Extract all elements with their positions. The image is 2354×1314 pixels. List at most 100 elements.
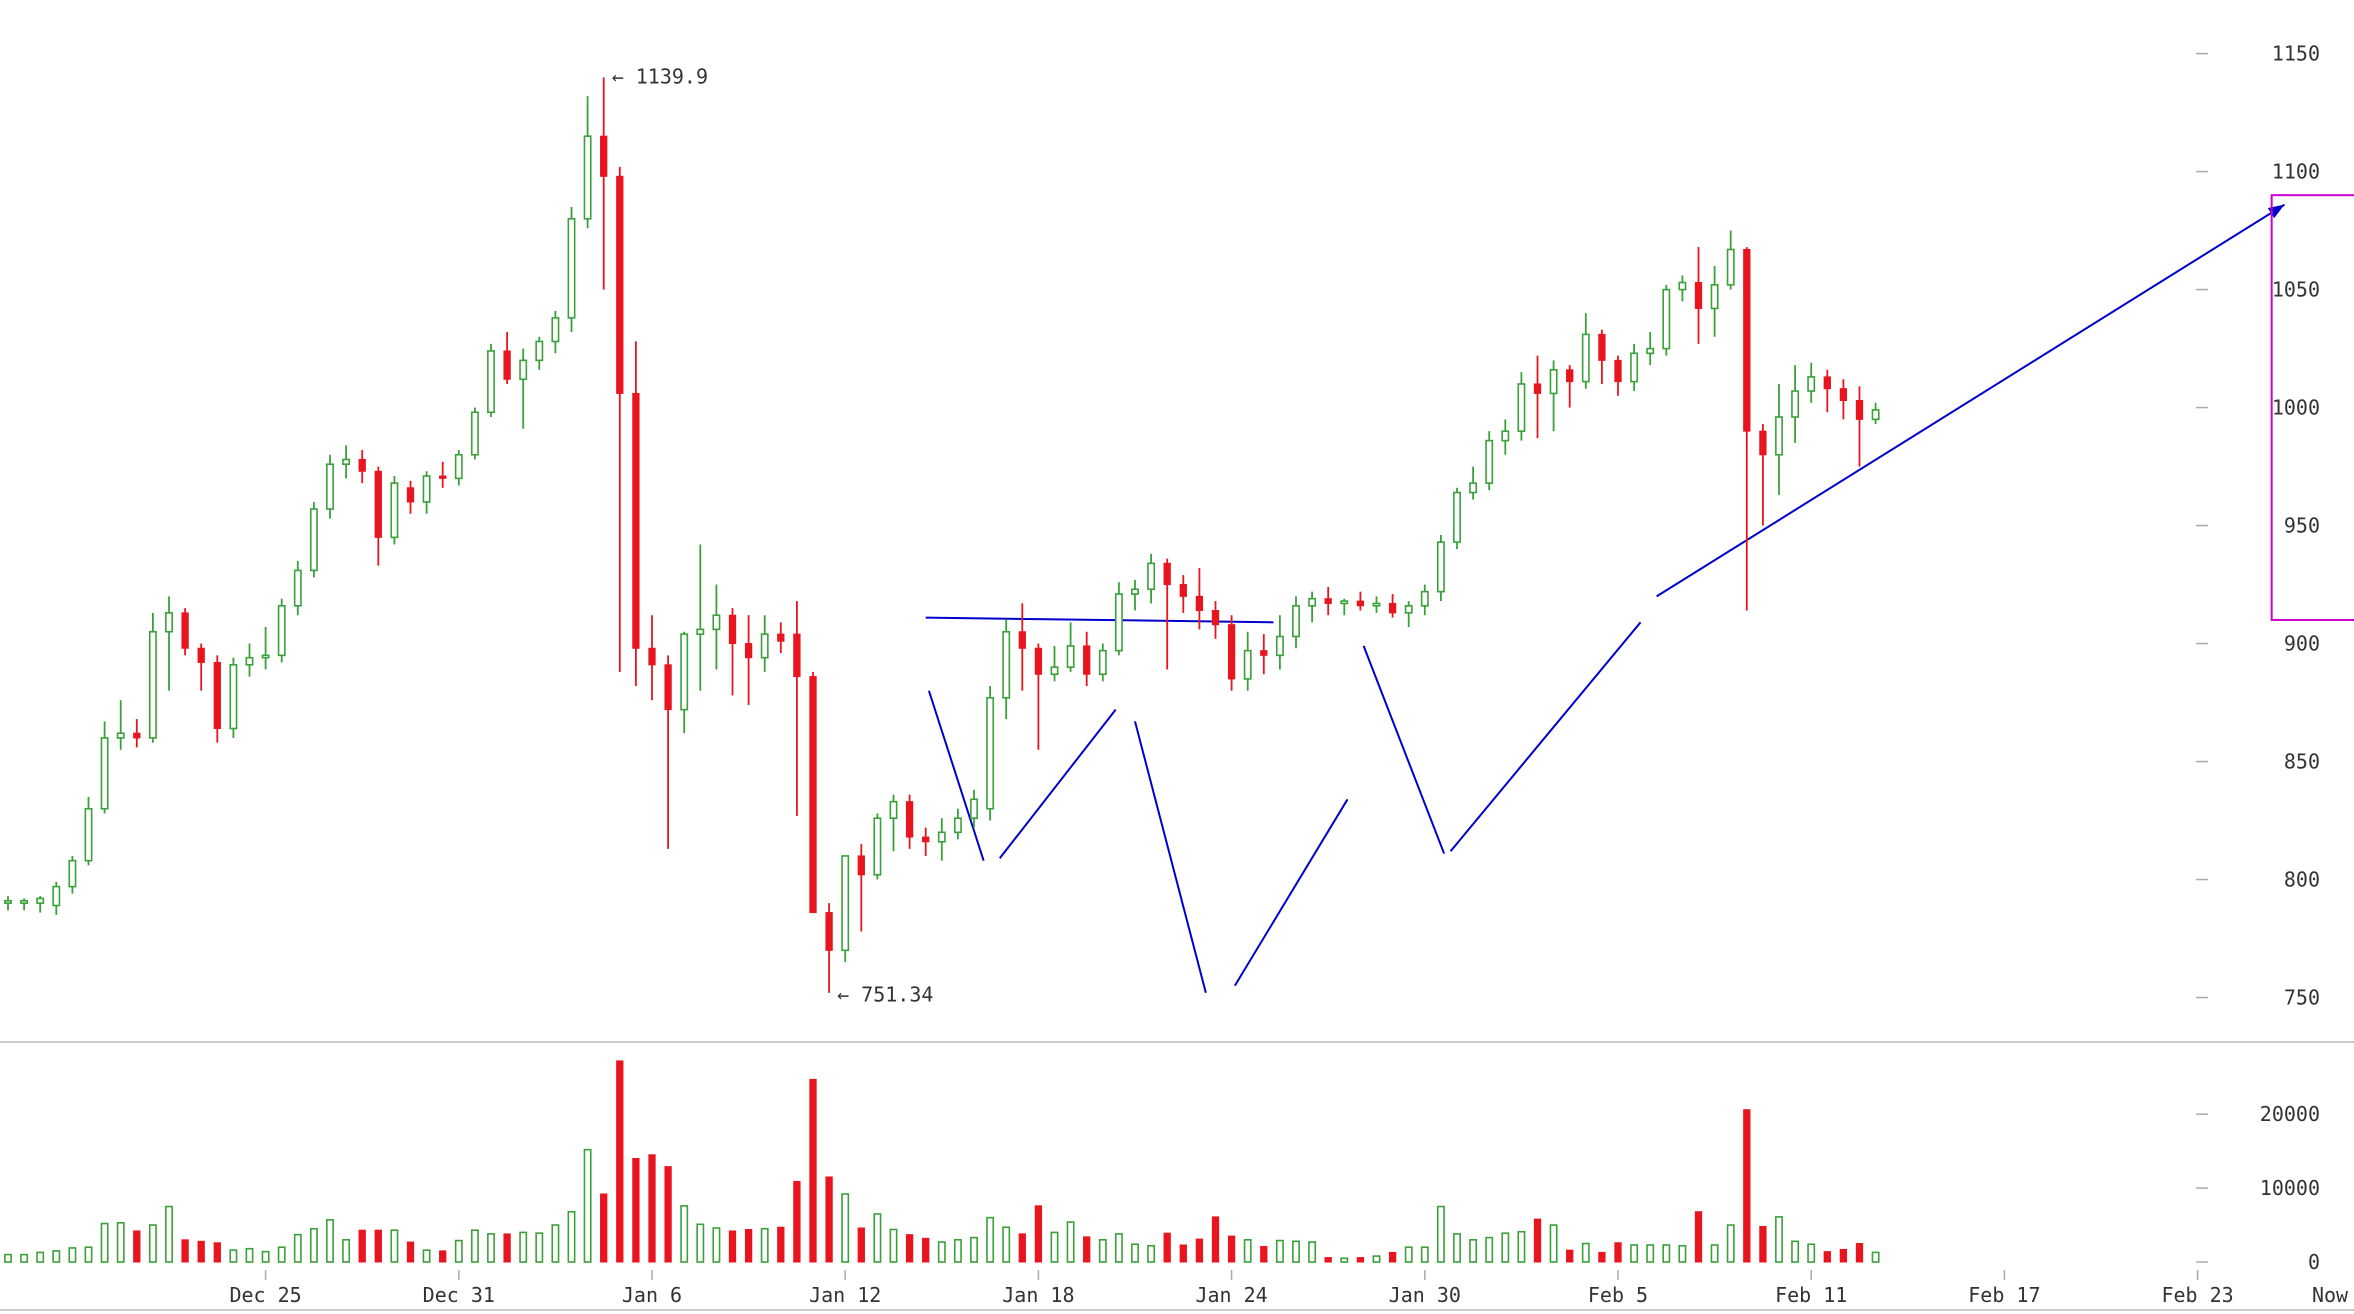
candle-body xyxy=(970,798,978,819)
volume-bar xyxy=(744,1228,753,1263)
candle xyxy=(1227,615,1236,691)
volume-bar xyxy=(632,1158,640,1263)
candle xyxy=(1871,402,1880,425)
volume-bar xyxy=(1469,1239,1478,1263)
candle xyxy=(503,332,511,384)
volume-bar xyxy=(680,1205,689,1263)
candle-body xyxy=(728,614,737,645)
candle-body xyxy=(197,647,205,663)
candle xyxy=(197,643,205,691)
candle-body xyxy=(470,411,479,456)
candle xyxy=(712,584,721,670)
volume-bar xyxy=(36,1251,45,1263)
candle-body xyxy=(36,897,45,904)
trend-arrow-line xyxy=(1656,203,2286,598)
candle xyxy=(68,855,77,894)
candle xyxy=(374,466,382,566)
candle-body xyxy=(439,475,447,479)
volume-bar xyxy=(4,1253,12,1263)
candle-body xyxy=(68,859,77,888)
candle xyxy=(277,598,286,663)
candle xyxy=(793,601,801,816)
candle xyxy=(567,206,576,333)
time-tick-label: Now xyxy=(2312,1283,2349,1307)
price-tick-label: 1000 xyxy=(2272,396,2320,420)
volume-bar xyxy=(1566,1249,1574,1263)
volume-bar xyxy=(261,1250,270,1263)
candle xyxy=(1356,591,1365,611)
candle xyxy=(1340,598,1349,616)
candle-body xyxy=(1871,409,1880,421)
volume-bar xyxy=(1292,1240,1300,1263)
candle xyxy=(1324,586,1332,616)
volume-bar xyxy=(1743,1109,1751,1263)
candle xyxy=(326,454,334,519)
volume-bar xyxy=(1759,1226,1767,1263)
candle-body xyxy=(953,817,962,834)
volume-bar xyxy=(1726,1224,1735,1263)
candle xyxy=(20,898,29,911)
time-tick-label: Jan 18 xyxy=(1002,1283,1074,1307)
volume-bar xyxy=(1308,1241,1317,1263)
volume-bar xyxy=(519,1231,528,1263)
candle-body xyxy=(454,453,463,480)
volume-bar xyxy=(793,1180,801,1263)
candle xyxy=(760,615,769,672)
volume-bar xyxy=(229,1249,238,1263)
candle xyxy=(1388,593,1397,618)
candle xyxy=(470,407,479,460)
volume-bar xyxy=(1147,1244,1156,1263)
time-tick-label: Jan 30 xyxy=(1389,1283,1461,1307)
volume-bar xyxy=(1066,1221,1075,1263)
high-price-label: ← 1139.9 xyxy=(612,64,708,88)
candle-body xyxy=(793,633,801,678)
candle-body xyxy=(1581,333,1590,383)
candle-body xyxy=(825,912,833,951)
volume-bar xyxy=(1018,1233,1026,1263)
volume-bar xyxy=(873,1213,882,1263)
candle-body xyxy=(1292,604,1300,638)
candle xyxy=(406,480,415,514)
candle xyxy=(841,855,850,963)
candle-body xyxy=(1710,284,1719,310)
candle-body xyxy=(374,470,382,538)
volume-bar xyxy=(1002,1226,1011,1263)
volume-bar xyxy=(470,1229,479,1263)
volume-bar xyxy=(1807,1243,1816,1263)
candle xyxy=(873,813,882,880)
volume-bar xyxy=(293,1233,302,1263)
candle xyxy=(1743,247,1751,611)
candle xyxy=(358,450,366,484)
volume-bar xyxy=(953,1239,962,1263)
time-tick-label: Feb 11 xyxy=(1775,1283,1847,1307)
volume-bar xyxy=(326,1219,334,1263)
candle xyxy=(1292,596,1300,649)
volume-bar xyxy=(696,1223,705,1263)
candle-body xyxy=(600,135,608,177)
candle-body xyxy=(1855,399,1864,420)
volume-bar xyxy=(1517,1230,1526,1263)
volume-bar xyxy=(1436,1205,1445,1263)
volume-bar xyxy=(1855,1243,1864,1263)
candle xyxy=(1566,365,1574,408)
candle xyxy=(165,596,173,691)
candle-body xyxy=(519,359,528,381)
volume-bar xyxy=(1823,1251,1831,1263)
candle xyxy=(1098,643,1107,682)
candle xyxy=(1404,601,1413,628)
candle-body xyxy=(551,317,560,343)
candle xyxy=(1807,362,1816,403)
volume-bar xyxy=(1324,1257,1332,1263)
candle-body xyxy=(1436,541,1445,593)
price-tick-label: 1150 xyxy=(2272,42,2320,66)
candle-body xyxy=(1227,624,1236,680)
candle xyxy=(632,341,640,687)
volume-bar xyxy=(1871,1251,1880,1263)
price-tick-label: 1050 xyxy=(2272,278,2320,302)
volume-bar xyxy=(712,1227,721,1263)
candle xyxy=(36,896,45,913)
candle-body xyxy=(535,340,544,362)
volume-bar xyxy=(1404,1246,1413,1263)
candle xyxy=(1855,386,1864,467)
candle-body xyxy=(857,855,865,876)
